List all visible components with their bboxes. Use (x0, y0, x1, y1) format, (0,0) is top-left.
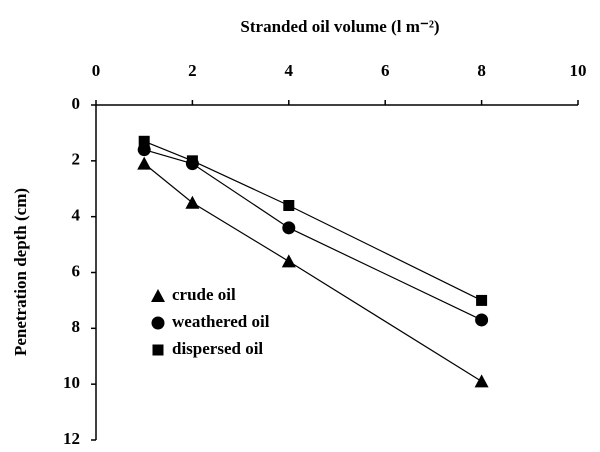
legend-marker (151, 316, 165, 330)
x-axis-label: Stranded oil volume (l m⁻²) (240, 17, 439, 36)
y-tick-label: 10 (63, 373, 80, 392)
data-point (474, 374, 489, 388)
y-tick-label: 0 (72, 94, 81, 113)
series-line (143, 163, 482, 382)
data-point (185, 195, 200, 209)
legend-marker (152, 344, 164, 356)
y-tick-label: 8 (72, 317, 81, 336)
x-tick-label: 6 (381, 61, 390, 80)
data-point (282, 221, 296, 235)
data-point (138, 135, 150, 147)
y-tick-label: 6 (72, 261, 81, 280)
x-tick-label: 8 (477, 61, 486, 80)
data-point (137, 156, 152, 170)
data-point (476, 294, 488, 306)
data-point (281, 254, 296, 268)
series-line (144, 149, 482, 321)
legend-label: dispersed oil (172, 339, 263, 358)
y-tick-label: 2 (72, 150, 81, 169)
y-tick-label: 12 (63, 429, 80, 448)
x-tick-label: 0 (92, 61, 101, 80)
x-tick-label: 10 (570, 61, 587, 80)
legend-label: crude oil (172, 285, 236, 304)
legend-label: weathered oil (172, 312, 270, 331)
data-point (186, 155, 198, 167)
legend-marker (151, 289, 165, 302)
data-point (283, 200, 295, 211)
x-tick-label: 4 (285, 61, 294, 80)
data-point (475, 313, 489, 327)
y-axis-label: Penetration depth (cm) (11, 188, 30, 356)
series-line (143, 140, 482, 301)
x-tick-label: 2 (188, 61, 197, 80)
y-tick-label: 4 (72, 206, 81, 225)
